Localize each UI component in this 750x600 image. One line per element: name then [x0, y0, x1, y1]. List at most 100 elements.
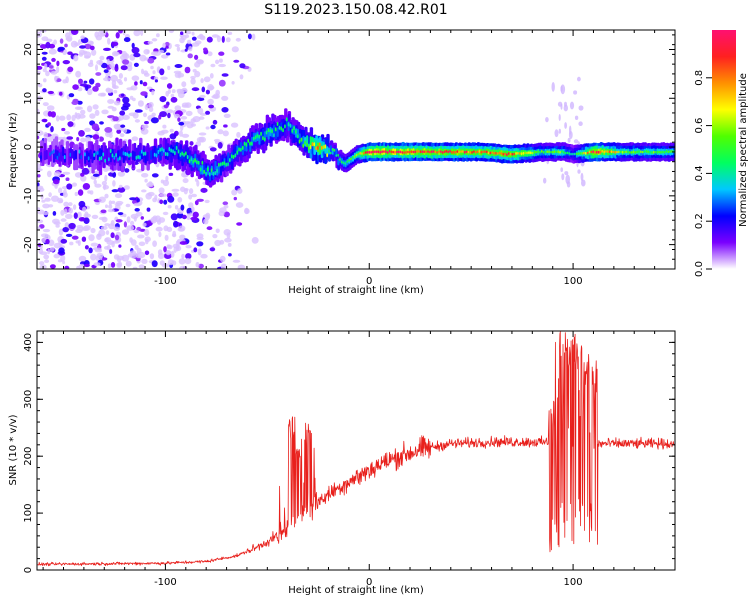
- spectrogram-noise-point: [64, 265, 70, 269]
- spectrogram-noise-point: [119, 133, 125, 138]
- spectrogram-ridge-cell: [443, 150, 446, 154]
- spectrogram-noise-point: [75, 228, 83, 233]
- spectrogram-noise-point: [98, 229, 106, 237]
- spectrogram-ridge-cell: [172, 149, 174, 154]
- spectrogram-noise-point: [48, 204, 54, 208]
- spectrogram-ridge-cell: [273, 133, 275, 138]
- spectrogram-noise-point: [210, 124, 216, 130]
- spectrogram-noise-point: [100, 225, 108, 230]
- spectrogram-noise-point: [80, 172, 85, 177]
- spectrogram-noise-point: [200, 78, 204, 84]
- spectrogram-noise-point: [192, 116, 201, 123]
- spectrogram-ridge-cell: [601, 149, 604, 153]
- spectrogram-noise-point: [564, 101, 567, 107]
- spectrogram-noise-point: [65, 177, 70, 181]
- spectrogram-ridge-cell: [515, 152, 517, 155]
- spectrogram-noise-point: [231, 81, 235, 85]
- spectrogram-noise-point: [136, 198, 140, 203]
- colorbar-tick-label: 0.6: [694, 118, 705, 134]
- colorbar-tick-label: 0.0: [694, 261, 705, 277]
- spectrogram-ridge-cell: [254, 135, 257, 140]
- spectrogram-noise-point: [158, 231, 162, 238]
- spectrogram-noise-point: [104, 193, 109, 199]
- spectrogram-noise-point: [205, 89, 210, 95]
- spectrogram-noise-point: [96, 252, 104, 259]
- spectrogram-ridge-cell: [489, 151, 492, 155]
- spectrogram-ridge-cell: [594, 150, 596, 154]
- spectrogram-noise-point: [112, 180, 116, 187]
- spectrogram-ridge-cell: [498, 151, 501, 155]
- spectrogram-ridge-cell: [603, 150, 605, 154]
- spectrogram-noise-point: [105, 230, 110, 236]
- spectrogram-ridge-cell: [385, 150, 387, 154]
- spectrogram-noise-point: [153, 76, 159, 81]
- spectrogram-ridge-cell: [485, 150, 488, 154]
- spectrogram-noise-point: [37, 207, 41, 211]
- spectrogram-ridge-cell: [284, 124, 286, 129]
- spectrogram-ridge-cell: [337, 158, 340, 166]
- spectrogram-ridge-cell: [128, 153, 130, 158]
- spectrogram-noise-point: [108, 200, 113, 206]
- spectrogram-noise-point: [62, 60, 70, 65]
- spectrogram-noise-point: [73, 212, 78, 219]
- spectrogram-noise-point: [91, 214, 99, 219]
- spectrogram-ridge-cell: [74, 149, 77, 160]
- spectrogram-noise-point: [74, 172, 83, 178]
- spectrogram-noise-point: [159, 199, 164, 205]
- spectrogram-noise-point: [119, 110, 126, 116]
- spectrogram-noise-point: [101, 109, 109, 115]
- spectrogram-ridge-cell: [652, 150, 655, 154]
- spectrogram-noise-point: [98, 196, 106, 203]
- spectrogram-noise-point: [66, 136, 74, 140]
- spectrogram-noise-point: [66, 35, 73, 42]
- spectrogram-noise-point: [130, 239, 137, 246]
- spectrogram-noise-point: [112, 85, 119, 90]
- spectrogram-noise-point: [233, 59, 240, 63]
- spectrogram-noise-point: [131, 47, 140, 54]
- spectrogram-frame: [36, 29, 676, 270]
- spectrogram-ridge-cell: [267, 128, 270, 133]
- spectrogram-ridge-cell: [54, 154, 57, 159]
- spectrogram-ridge-cell: [344, 162, 347, 166]
- snr-panel: -100 0 100 0 100 200 300 400 Height of straight…: [8, 330, 676, 596]
- spectrogram-noise-point: [151, 90, 155, 96]
- spectrogram-noise-point: [47, 90, 54, 95]
- spectrogram-noise-point: [560, 167, 563, 172]
- spectrogram-noise-point: [560, 84, 566, 95]
- spectrogram-noise-point: [92, 104, 99, 110]
- spectrogram-noise-point: [181, 81, 187, 88]
- spectrogram-noise-point: [96, 60, 104, 65]
- spectrogram-ridge-cell: [126, 152, 128, 157]
- spectrogram-noise-point: [39, 261, 45, 266]
- spectrogram-ridge-cell: [153, 145, 156, 156]
- spectrogram-noise-point: [201, 86, 206, 93]
- spectrogram-noise-point: [50, 111, 56, 118]
- spectrogram-noise-point: [197, 248, 202, 256]
- spectrogram-ridge-cell: [225, 162, 228, 167]
- spectrogram-noise-point: [48, 192, 52, 198]
- spectrogram-ridge-cell: [539, 150, 541, 154]
- spectrogram-ridge-cell: [396, 150, 398, 154]
- spectrogram-noise-point: [53, 171, 61, 177]
- spectrogram-noise-point: [100, 92, 107, 97]
- spectrogram-noise-point: [108, 204, 113, 209]
- spectrogram-noise-point: [158, 49, 165, 54]
- spectrogram-noise-point: [89, 78, 95, 85]
- spectrogram-noise-point: [215, 59, 220, 65]
- spectrogram-noise-point: [77, 87, 83, 92]
- spectrogram-ridge-cell: [168, 147, 171, 152]
- spectrogram-noise-point: [114, 202, 123, 207]
- spectrogram-noise-point: [200, 253, 208, 259]
- spectrogram-ridge-cell: [460, 150, 462, 154]
- spectrogram-noise-point: [114, 234, 120, 241]
- spectrogram-noise-point: [190, 78, 196, 85]
- spectrogram-noise-point: [53, 242, 62, 249]
- spectrogram-ridge-cell: [531, 151, 534, 155]
- spectrogram-ridge-cell: [583, 151, 585, 155]
- snr-x-axis-label: Height of straight line (km): [288, 585, 424, 596]
- spectrogram-noise-point: [95, 72, 102, 76]
- spectrogram-ridge-cell: [243, 141, 246, 146]
- spectrogram-ridge-cell: [109, 148, 112, 153]
- spectrogram-noise-point: [89, 113, 96, 119]
- spectrogram-ridge-cell: [436, 151, 438, 154]
